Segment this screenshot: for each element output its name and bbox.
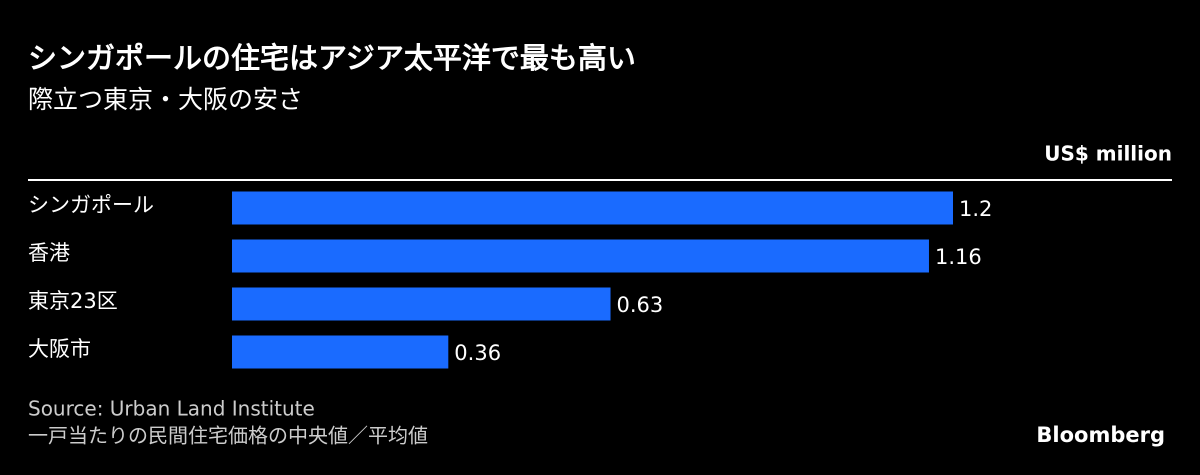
- value-label: 1.16: [935, 245, 982, 269]
- note: 一戸当たりの民間住宅価格の中央値／平均値: [28, 424, 428, 448]
- bar: [232, 335, 449, 369]
- category-label: シンガポール: [28, 193, 154, 217]
- category-label: 東京23区: [28, 289, 118, 313]
- unit-label: US$ million: [1044, 142, 1172, 166]
- bar: [232, 287, 611, 321]
- bar: [232, 191, 953, 225]
- chart-subtitle: 際立つ東京・大阪の安さ: [28, 85, 303, 114]
- category-label: 大阪市: [28, 337, 91, 361]
- bar: [232, 239, 929, 273]
- value-label: 0.36: [454, 341, 501, 365]
- chart-title: シンガポールの住宅はアジア太平洋で最も高い: [28, 41, 636, 75]
- value-label: 1.2: [959, 197, 992, 221]
- value-label: 0.63: [617, 293, 664, 317]
- brand: Bloomberg: [1036, 423, 1165, 447]
- source: Source: Urban Land Institute: [28, 397, 315, 421]
- category-label: 香港: [28, 241, 70, 265]
